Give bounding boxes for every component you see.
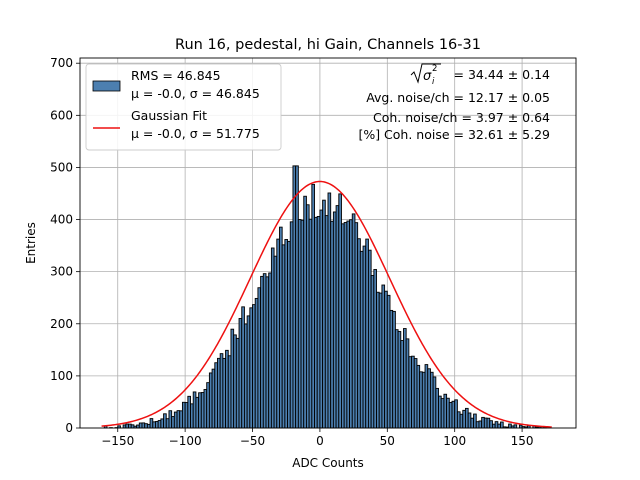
x-tick-label: −150 — [101, 434, 134, 448]
y-tick-label: 500 — [50, 160, 73, 174]
x-tick-label: −100 — [169, 434, 202, 448]
y-tick-label: 0 — [65, 421, 73, 435]
legend-box — [85, 63, 282, 151]
x-axis-ticks: −150 −100 −50 0 50 100 150 — [101, 428, 534, 448]
legend-histogram-label: RMS = 46.845 — [131, 68, 221, 83]
coh-noise-pct-annotation: [%] Coh. noise = 32.61 ± 5.29 — [358, 127, 550, 142]
coh-noise-annotation: Coh. noise/ch = 3.97 ± 0.64 — [373, 110, 550, 125]
legend-fit-label: Gaussian Fit — [131, 108, 207, 123]
y-axis-label: Entries — [24, 222, 38, 264]
x-tick-label: 0 — [316, 434, 324, 448]
legend-fit-stats: μ = -0.0, σ = 51.775 — [131, 126, 260, 141]
y-tick-label: 400 — [50, 213, 73, 227]
y-tick-label: 200 — [50, 317, 73, 331]
gaussian-fit-curve — [101, 180, 552, 428]
x-tick-label: 50 — [380, 434, 395, 448]
y-tick-label: 700 — [50, 56, 73, 70]
legend-histogram-patch — [92, 80, 121, 92]
histogram-bar — [513, 424, 518, 429]
x-tick-label: 100 — [443, 434, 466, 448]
x-axis-label: ADC Counts — [292, 456, 364, 470]
noise-annotations: σ 2 i = 34.44 ± 0.14 Avg. noise/ch = 12.… — [358, 63, 551, 142]
svg-text:i: i — [432, 77, 435, 87]
svg-text:2: 2 — [432, 64, 437, 74]
y-tick-label: 100 — [50, 369, 73, 383]
y-axis-ticks: 0 100 200 300 400 500 600 700 — [50, 56, 80, 435]
legend: RMS = 46.845 μ = -0.0, σ = 46.845 Gaussi… — [85, 63, 282, 151]
chart-title: Run 16, pedestal, hi Gain, Channels 16-3… — [175, 37, 481, 53]
x-tick-label: 150 — [511, 434, 534, 448]
x-tick-label: −50 — [240, 434, 265, 448]
legend-histogram-stats: μ = -0.0, σ = 46.845 — [131, 86, 260, 101]
y-tick-label: 600 — [50, 108, 73, 122]
y-tick-label: 300 — [50, 265, 73, 279]
plot-frame — [79, 57, 577, 429]
sigma-i-symbol: σ 2 i — [410, 63, 441, 87]
avg-noise-annotation: Avg. noise/ch = 12.17 ± 0.05 — [366, 90, 550, 105]
svg-text:σ: σ — [423, 69, 432, 84]
sigma-i-value: = 34.44 ± 0.14 — [454, 67, 551, 82]
